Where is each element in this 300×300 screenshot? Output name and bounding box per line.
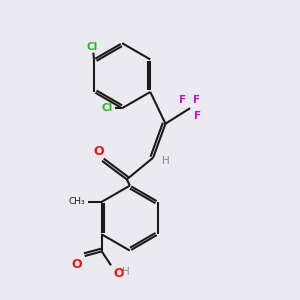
Text: O: O [113, 267, 124, 280]
Text: F: F [194, 111, 202, 121]
Text: Cl: Cl [102, 103, 113, 113]
Text: O: O [72, 258, 82, 271]
Text: O: O [93, 145, 104, 158]
Text: H: H [122, 266, 130, 277]
Text: F: F [193, 95, 200, 106]
Text: H: H [162, 156, 170, 166]
Text: CH₃: CH₃ [68, 197, 85, 206]
Text: F: F [179, 95, 186, 106]
Text: Cl: Cl [87, 42, 98, 52]
